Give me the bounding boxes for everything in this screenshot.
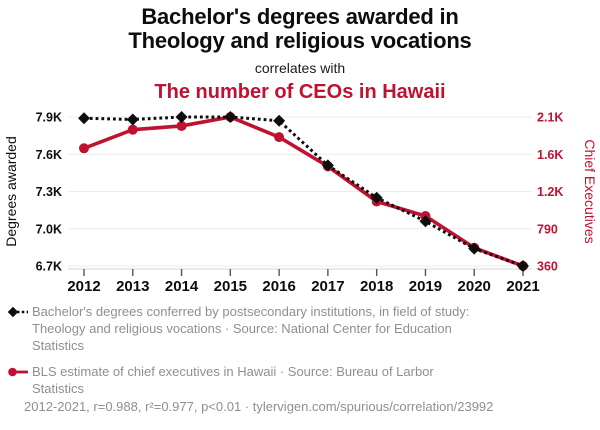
left-axis-tick-label: 7.6K	[36, 148, 62, 162]
footer-stats-text: 2012-2021, r=0.988, r²=0.977, p<0.01 · t…	[24, 399, 494, 414]
right-axis-tick-label: 360	[537, 260, 558, 274]
correlates-with-text: correlates with	[254, 60, 346, 76]
degrees-data-point	[126, 113, 139, 126]
degrees-data-point	[468, 242, 481, 255]
legend: Bachelor's degrees conferred by postseco…	[8, 303, 592, 406]
page-title-line1: Bachelor's degrees awarded in	[141, 4, 459, 29]
legend-item-ceos: BLS estimate of chief executives in Hawa…	[8, 363, 592, 397]
right-axis-tick-label: 1.2K	[537, 185, 563, 199]
degrees-data-point	[370, 191, 383, 204]
header: Bachelor's degrees awarded in Theology a…	[0, 4, 600, 104]
ceos-data-point	[79, 143, 89, 154]
x-axis-tick-label: 2017	[311, 278, 344, 295]
left-axis-title: Degrees awarded	[3, 136, 19, 247]
degrees-data-point	[175, 111, 188, 123]
legend-item-text: Bachelor's degrees conferred by postseco…	[32, 304, 470, 353]
ceos-series-line	[83, 115, 524, 268]
x-axis-tick-label: 2019	[409, 278, 442, 295]
x-axis-tick-label: 2018	[360, 278, 393, 295]
degrees-data-point	[517, 260, 529, 272]
legend-item-text: BLS estimate of chief executives in Hawa…	[32, 364, 434, 396]
legend-item-degrees: Bachelor's degrees conferred by postseco…	[8, 303, 592, 354]
right-axis-tick-label: 2.1K	[537, 111, 563, 125]
ceos-data-point	[274, 132, 285, 143]
left-axis-tick-label: 7.0K	[36, 222, 62, 236]
right-axis-tick-label: 1.6K	[537, 148, 563, 162]
degrees-series-line	[83, 115, 524, 268]
chart-svg: 6.7K 360 7.0K 790 7.3K 1.2K 7.6K 1.6K 7.9K 2.1K 20…	[3, 111, 598, 296]
x-axis-tick-label: 2013	[116, 278, 149, 295]
x-axis-tick-label: 2014	[165, 278, 199, 295]
black-diamond-dashed-icon	[8, 306, 28, 318]
page-title-line2: Theology and religious vocations	[128, 28, 472, 53]
left-axis-tick-label: 6.7K	[36, 260, 62, 274]
degrees-data-point	[273, 114, 286, 127]
x-axis-tick-label: 2021	[506, 278, 539, 295]
ceos-data-point	[176, 120, 187, 131]
ceos-data-point	[127, 124, 138, 135]
chart: 6.7K 360 7.0K 790 7.3K 1.2K 7.6K 1.6K 7.9K 2.1K 20…	[0, 98, 600, 303]
left-axis-tick-label: 7.9K	[36, 111, 62, 125]
degrees-data-point	[224, 111, 237, 123]
x-axis-tick-label: 2020	[458, 278, 491, 295]
subtitle-red: The number of CEOs in Hawaii	[154, 81, 446, 103]
right-axis-title: Chief Executives	[582, 139, 598, 243]
degrees-data-point	[78, 112, 90, 125]
degrees-data-point	[419, 215, 432, 228]
x-axis-tick-label: 2015	[214, 278, 247, 295]
x-axis-tick-label: 2016	[262, 278, 295, 295]
x-axis-tick-label: 2012	[67, 278, 100, 295]
right-axis-tick-label: 790	[537, 222, 558, 236]
red-circle-solid-icon	[8, 367, 28, 377]
left-axis-tick-label: 7.3K	[36, 185, 62, 199]
degrees-data-point	[321, 159, 334, 172]
